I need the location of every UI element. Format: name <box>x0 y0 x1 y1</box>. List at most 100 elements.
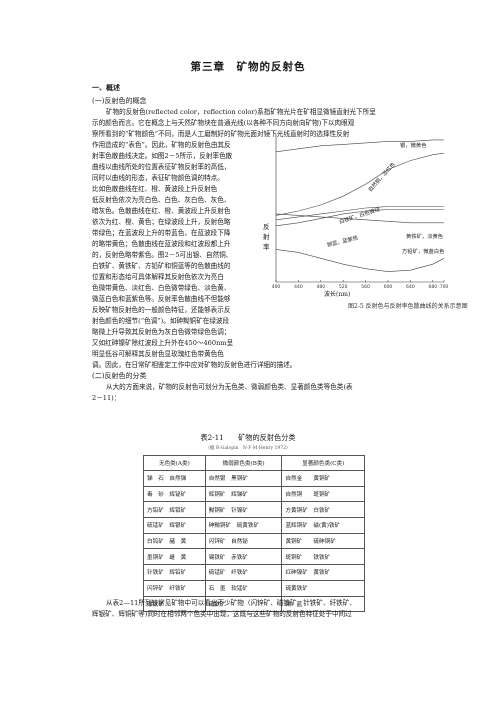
chart-lines <box>275 139 445 272</box>
paragraph-1-wrap: 射率色散曲线决定。如图2－5所示，反射率色散 曲线以曲线所处的位置表征矿物反射率… <box>92 151 264 349</box>
reflectance-dispersion-chart: 400 440 480 520 560 600 640 680 700 <box>272 134 448 290</box>
text-line: 色微带黄色、淡红色、白色微带绿色、淡色黄、 <box>92 284 231 292</box>
table-cell: 针铁矿 辉铅矿 <box>143 564 206 581</box>
table-cell: 硫锰矿 纤铁矿 <box>204 564 283 581</box>
text-line: 曲线以曲线所处的位置表征矿物反射率的高低， <box>92 163 231 171</box>
table-cell: 磁铁矿 <box>143 595 206 613</box>
page-title: 第三章 矿物的反射色 <box>190 61 306 73</box>
table-cell: 白钨矿 赭 黄 <box>143 532 206 550</box>
text-line: 同时以曲线的形态，表征矿物颜色调的特点。 <box>92 174 224 182</box>
text-line: 调。因此，在日常矿相鉴定工作中应对矿物的反射色进行详细的描述。 <box>92 361 297 369</box>
table-cell: 方铅矿 辉钼矿 <box>143 501 206 519</box>
text-line: 2－11)： <box>92 394 121 402</box>
x-tick-label: 640 <box>406 284 415 290</box>
text-line: 从大的方面来说，矿物的反射色可划分为无色类、微弱颜色类、显著颜色类等色类(表 <box>106 383 353 391</box>
paragraph-1-full: 矿物的反射色(reflected color，reflection color)… <box>92 107 414 151</box>
text-line: 依次为红、橙、黄色；在绿波段上升，反射色略 <box>92 218 231 226</box>
table-row: 磁铁矿 硫铁矿铜 蓝 <box>143 595 365 613</box>
x-tick-label: 440 <box>294 284 303 290</box>
table-cell: 自然银 黑铜矿 <box>204 470 283 487</box>
series-line-4 <box>275 213 444 224</box>
text-line: 的，反射色略带紫色。图2－5可出银、自然铜、 <box>92 251 233 259</box>
table-cell: 硫黄铁矿 <box>281 579 365 597</box>
table-header: 微弱颜色类(B类) <box>204 455 283 471</box>
text-line: 比如色散曲线在红、橙、黄波段上升反射色 <box>92 185 218 193</box>
text-line: 矿物的反射色(reflected color，reflection color)… <box>106 108 376 116</box>
label-pyrite: 黄铁矿，淡黄色 <box>406 234 444 240</box>
table-row: 墨铜矿 雌 黄锡铁矿 赤铁矿 斑铜矿 铁铁矿 <box>143 548 365 566</box>
table-cell: 硫锰矿 辉银矿 <box>143 517 206 534</box>
table-cell: 辉铜矿 辉锑矿 <box>204 485 283 503</box>
table-cell: 黝铜矿 针镍矿 <box>204 501 283 519</box>
x-tick-label: 680 <box>429 284 438 290</box>
table-row: 闪锌矿 纤铁矿石 墨 软锰矿 硫黄铁矿 <box>143 579 365 597</box>
text-line: 位置和形态给可具体解释其反射色依次为亮白 <box>92 273 224 281</box>
series-line-5 <box>275 249 445 272</box>
table-cell: 红砷镍矿 黄铁矿 <box>281 564 365 581</box>
figure-caption: 图2-5 反射色与反射率色散曲线的关系示意图 <box>348 303 468 310</box>
table-title: 表2-11 矿物的反射色分类 <box>200 433 296 442</box>
chart-ticks: 400 440 480 520 560 600 640 680 700 <box>272 280 448 290</box>
table-row: 毒 砂 辉铋矿 辉铜矿 辉锑矿 自然铜 斑铜矿 <box>143 485 365 503</box>
table-row: 硫锰矿 辉银矿 砷黝铜矿 硫黄铁矿 蓝辉铜矿 磁(黄)铁矿 <box>143 517 365 534</box>
table-cell: 锑 石 自然锑 <box>143 470 206 487</box>
table-cell: 蓝辉铜矿 磁(黄)铁矿 <box>281 517 365 534</box>
table-header: 显著颜色类(C类) <box>281 455 365 471</box>
text-line: 又如红砷镍矿除红波段上升外在450～460nm呈 <box>92 339 234 347</box>
table-cell: 方黄铜矿 白铁矿 <box>281 501 365 519</box>
paragraph-3: 从表2—11所列较常见矿物中可以看出不少矿物（闪锌矿、磁铁矿、针铁矿、纤铁矿、 … <box>92 598 414 620</box>
table-row: 方铅矿 辉钼矿 黝铜矿 针镍矿 方黄铜矿 白铁矿 <box>143 501 365 519</box>
table-row: 白钨矿 赭 黄闪锌矿 自然铋 黄铜矿 硫砷铜矿 <box>143 532 365 550</box>
table-cell: 石 墨 软锰矿 <box>204 579 283 597</box>
table-cell: 砷黝铜矿 硫黄铁矿 <box>204 517 283 534</box>
series-line-0 <box>275 139 444 153</box>
reflection-color-table: 无色类(A类) 微弱颜色类(B类) 显著颜色类(C类) 锑 石 自然锑 自然银 黑… <box>143 455 365 613</box>
table-cell: 硫铁矿 <box>204 595 283 613</box>
paragraph-2: 从大的方面来说，矿物的反射色可划分为无色类、微弱颜色类、显著颜色类等色类(表 2… <box>92 382 414 404</box>
table-cell: 闪锌矿 自然铋 <box>204 532 283 550</box>
table-source-note: （据 R·Galopin N·F·M·Henry 1972） <box>205 446 291 451</box>
label-galena: 方铅矿，微蓝白色 <box>402 249 445 255</box>
table-cell: 自然铜 斑铜矿 <box>281 485 365 503</box>
table-cell: 锡铁矿 赤铁矿 <box>204 548 283 566</box>
text-line: 略微上升导致其反射色为灰白色微带绿色色调； <box>92 328 231 336</box>
x-tick-label: 600 <box>384 284 393 290</box>
label-silver: 银，微黄色 <box>400 143 427 149</box>
text-line: 反映矿物反射色的一般颜色特征，还能够表示反 <box>92 306 231 314</box>
x-tick-label: 400 <box>272 284 281 290</box>
table-cell: 黄铜矿 硫砷铜矿 <box>281 532 365 550</box>
text-line: 示的颜色而言。它在概念上与天然矿物块在普通光线(以各种不同方向射向矿物)下以肉眼… <box>92 119 355 127</box>
x-tick-label: 480 <box>317 284 326 290</box>
table-header: 无色类(A类) <box>143 455 206 471</box>
text-line: 射率色散曲线决定。如图2－5所示，反射率色散 <box>92 152 233 160</box>
text-line: 白铁矿、黄铁矿、方铅矿和铜蓝等的色散曲线的 <box>92 262 231 270</box>
text-line: 带绿色；在蓝波段上升的带蓝色，在蓝波段下降 <box>92 229 231 237</box>
table-row: 锑 石 自然锑 自然银 黑铜矿 自然金 黄铜矿 <box>143 470 365 487</box>
text-line: 从表2—11所列较常见矿物中可以看出不少矿物（闪锌矿、磁铁矿、针铁矿、纤铁矿、 <box>106 599 356 607</box>
chart-x-label: 波长(nm) <box>324 291 351 298</box>
text-line: 低反射色依次为亮白色、白色、灰白色、灰色、 <box>92 196 231 204</box>
text-line: 作用造成的“表色”。因此，矿物的反射色由其反 <box>92 141 231 149</box>
x-tick-label: 560 <box>361 284 370 290</box>
text-line: 察所看到的“矿物颜色”不同，而是人工磨制好的矿物光面对镜下光线直射时的选择性反射 <box>92 130 350 138</box>
chart-y-label: 反射率 <box>263 223 270 251</box>
text-line: 暗灰色。色散曲线在红、橙、黄波段上升反射色 <box>92 207 231 215</box>
section-heading: 一、概述 <box>92 83 120 92</box>
text-line: 微蓝白色和蓝紫色等。反射率色散曲线不但能够 <box>92 295 231 303</box>
series-line-3 <box>275 209 444 227</box>
text-line: 辉银矿、辉铜矿等)同时在相邻两个色类中出现，这既与这些矿物的反射色特征处于中间过 <box>92 610 352 618</box>
table-cell: 毒 砂 辉铋矿 <box>143 485 206 503</box>
table-cell: 墨铜矿 雌 黄 <box>143 548 206 566</box>
text-line: 的略带黄色；色散曲线在蓝波段和红波段都上升 <box>92 240 231 248</box>
table-cell: 闪锌矿 纤铁矿 <box>143 579 206 597</box>
text-line: 明显低谷可解释其反射色显玫瑰红色带黄色色 <box>92 350 224 358</box>
table-cell: 斑铜矿 铁铁矿 <box>281 548 365 566</box>
table-row: 针铁矿 辉铅矿 硫锰矿 纤铁矿 红砷镍矿 黄铁矿 <box>143 564 365 581</box>
subsection-heading-1: (一)反射色的概念 <box>92 97 147 105</box>
table-cell: 自然金 黄铜矿 <box>281 470 365 487</box>
table-cell: 铜 蓝 <box>281 595 365 613</box>
x-tick-label: 700 <box>440 284 448 290</box>
paragraph-1-end: 明显低谷可解释其反射色显玫瑰红色带黄色色 调。因此，在日常矿相鉴定工作中应对矿物… <box>92 349 414 371</box>
series-line-1 <box>275 152 445 216</box>
x-tick-label: 520 <box>339 284 348 290</box>
